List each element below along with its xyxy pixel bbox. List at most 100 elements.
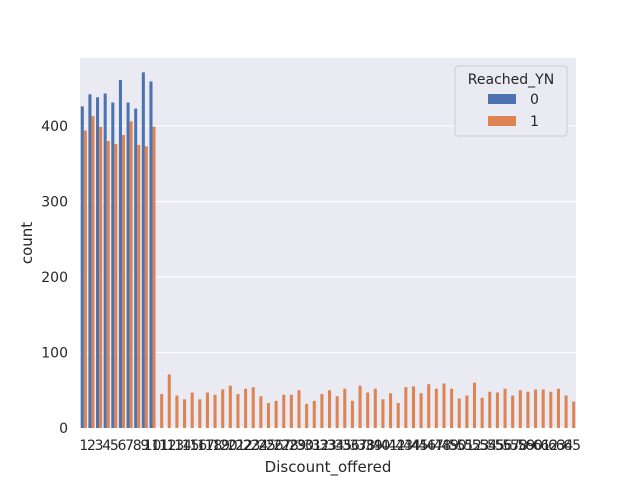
bar-series-1-54 — [488, 391, 492, 428]
bar-series-1-33 — [328, 390, 332, 428]
bar-series-1-1 — [83, 130, 87, 428]
bar-series-1-41 — [389, 393, 393, 428]
legend-swatch — [488, 116, 516, 126]
bar-series-1-7 — [129, 121, 133, 428]
x-tick-label: 63 — [548, 438, 566, 454]
x-tick-label: 20 — [220, 438, 238, 454]
bar-series-1-21 — [236, 394, 240, 428]
bar-series-1-8 — [137, 144, 141, 428]
bar-series-1-42 — [396, 403, 400, 428]
x-tick-label: 61 — [533, 438, 551, 454]
x-tick-label: 18 — [205, 438, 223, 454]
x-tick-label: 37 — [350, 438, 368, 454]
bar-series-0-6 — [118, 79, 122, 429]
bar-series-0-10 — [149, 81, 153, 428]
x-tick-label: 58 — [510, 438, 528, 454]
x-tick-label: 41 — [380, 438, 398, 454]
bar-series-1-47 — [434, 388, 438, 428]
bar-series-1-37 — [358, 385, 362, 428]
x-tick-label: 13 — [166, 438, 184, 454]
x-tick-label: 9 — [140, 438, 149, 454]
x-tick-label: 3 — [95, 438, 104, 454]
x-tick-label: 47 — [426, 438, 444, 454]
bar-series-1-50 — [457, 398, 461, 428]
x-tick-label: 11 — [151, 438, 169, 454]
x-tick-label: 45 — [411, 438, 429, 454]
bar-series-0-1 — [80, 106, 84, 428]
bar-series-1-45 — [419, 393, 423, 428]
x-tick-label: 27 — [273, 438, 291, 454]
bar-series-0-8 — [134, 108, 138, 429]
bar-series-1-60 — [534, 389, 538, 428]
x-tick-label: 6 — [118, 438, 127, 454]
bar-series-1-56 — [503, 388, 507, 428]
bar-series-1-18 — [213, 394, 217, 428]
bar-series-1-53 — [480, 397, 484, 428]
bar-series-1-15 — [190, 392, 194, 428]
bar-series-1-64 — [564, 395, 568, 428]
x-tick-label: 43 — [395, 438, 413, 454]
bar-series-1-55 — [495, 392, 499, 428]
x-tick-label: 21 — [228, 438, 246, 454]
bar-series-1-40 — [381, 399, 385, 428]
bar-series-1-20 — [228, 385, 232, 428]
bar-series-1-52 — [472, 382, 477, 428]
x-tick-label: 8 — [133, 438, 142, 454]
x-tick-label: 23 — [243, 438, 261, 454]
bar-series-1-17 — [205, 392, 209, 428]
x-tick-label: 48 — [434, 438, 452, 454]
x-tick-label: 31 — [304, 438, 322, 454]
x-tick-label: 54 — [479, 438, 497, 454]
bar-series-1-27 — [282, 394, 286, 428]
x-tick-label: 51 — [456, 438, 474, 454]
x-tick-label: 62 — [540, 438, 558, 454]
y-axis-label: count — [18, 222, 36, 264]
bar-series-1-65 — [572, 401, 576, 428]
bar-series-1-13 — [175, 395, 179, 428]
x-tick-label: 42 — [388, 438, 406, 454]
x-tick-label: 15 — [182, 438, 200, 454]
bar-series-1-16 — [198, 399, 202, 428]
bar-series-1-2 — [91, 116, 95, 429]
x-tick-label: 17 — [197, 438, 215, 454]
bar-series-1-3 — [99, 126, 103, 428]
x-tick-label: 38 — [357, 438, 375, 454]
bar-series-1-35 — [343, 388, 347, 428]
x-tick-label: 64 — [556, 438, 574, 454]
legend-label: 1 — [530, 114, 539, 130]
bar-series-1-49 — [450, 388, 454, 428]
bar-series-1-12 — [167, 374, 171, 428]
x-tick-label: 39 — [365, 438, 383, 454]
bar-series-1-39 — [373, 388, 377, 428]
x-tick-label: 56 — [495, 438, 513, 454]
x-tick-label: 60 — [525, 438, 543, 454]
bar-series-1-59 — [526, 391, 530, 428]
bar-series-1-4 — [106, 141, 110, 428]
x-tick-label: 28 — [281, 438, 299, 454]
bar-series-1-23 — [251, 387, 255, 428]
x-tick-label: 40 — [373, 438, 391, 454]
y-tick-label: 400 — [41, 119, 68, 135]
x-tick-label: 24 — [250, 438, 268, 454]
x-tick-label: 16 — [189, 438, 207, 454]
x-tick-label: 25 — [258, 438, 276, 454]
x-tick-label: 34 — [327, 438, 345, 454]
bar-series-1-57 — [511, 395, 515, 428]
x-tick-label: 4 — [102, 438, 111, 454]
legend-label: 0 — [530, 92, 539, 108]
bar-series-1-5 — [114, 144, 118, 428]
bar-series-1-25 — [266, 403, 271, 428]
legend-swatch — [488, 94, 516, 104]
bar-series-1-28 — [289, 394, 293, 428]
bar-series-1-61 — [541, 389, 545, 428]
x-tick-label: 19 — [212, 438, 230, 454]
legend: Reached_YN 0 1 — [454, 65, 568, 137]
bar-series-1-9 — [144, 146, 148, 429]
bar-series-1-44 — [411, 386, 415, 428]
x-tick-label: 36 — [342, 438, 360, 454]
bar-series-1-26 — [274, 400, 278, 428]
x-tick-label: 12 — [159, 438, 177, 454]
x-tick-label: 35 — [334, 438, 352, 454]
bar-series-1-38 — [366, 392, 370, 428]
